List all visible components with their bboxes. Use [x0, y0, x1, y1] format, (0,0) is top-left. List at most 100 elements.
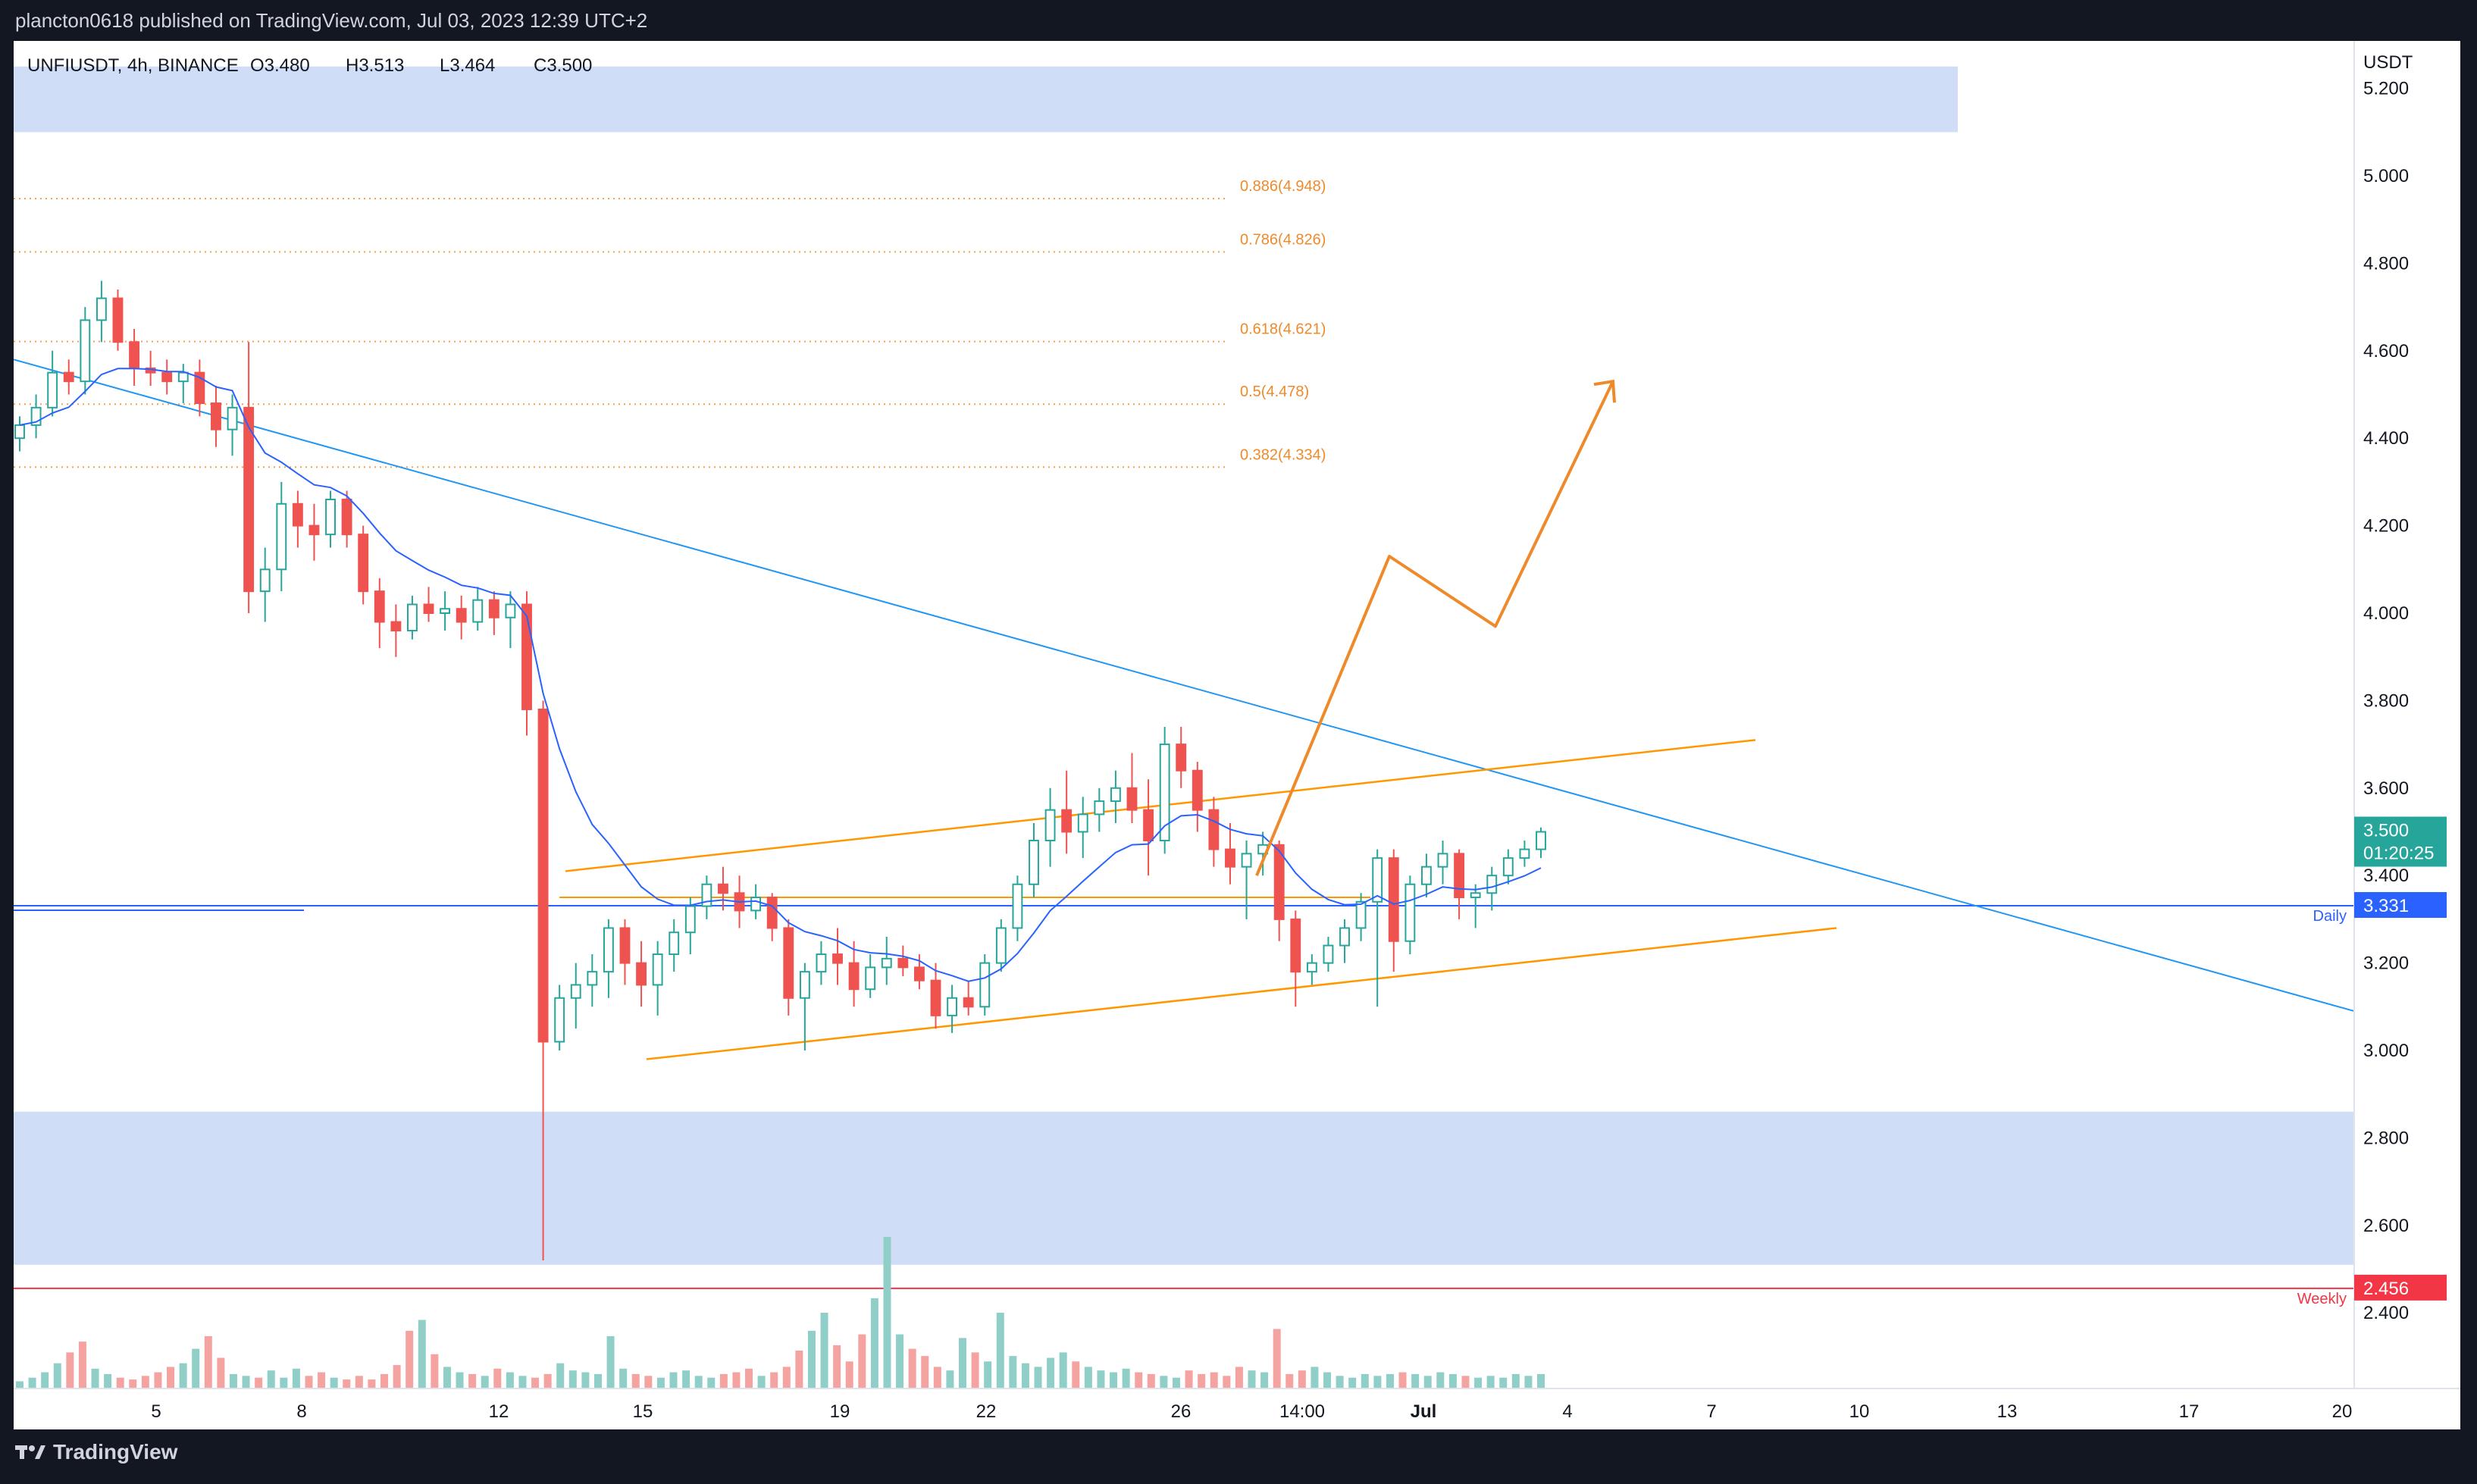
candle-body	[112, 297, 124, 343]
candle-body	[358, 534, 369, 593]
volume-bar	[78, 1342, 86, 1389]
candle-body	[1306, 962, 1317, 973]
volume-bar	[845, 1361, 853, 1389]
volume-bar	[493, 1368, 502, 1389]
candle-body	[1126, 787, 1138, 811]
candle-body	[1159, 744, 1170, 842]
volume-bar	[1110, 1372, 1118, 1389]
candle-body	[1502, 857, 1514, 877]
candle-body	[80, 319, 91, 383]
candle-body	[750, 897, 762, 912]
footer-bar: TradingView	[0, 1429, 2477, 1484]
volume-bar	[1323, 1372, 1332, 1389]
volume-bar	[1298, 1370, 1306, 1389]
volume-bar	[682, 1370, 690, 1389]
candle-body	[783, 927, 794, 999]
candle-body	[341, 498, 352, 536]
candle-body	[194, 371, 205, 405]
candle-body	[897, 957, 909, 969]
volume-bar	[996, 1313, 1004, 1389]
volume-bar	[971, 1352, 979, 1389]
volume-bar	[531, 1377, 540, 1389]
time-tick-label: 14:00	[1279, 1401, 1325, 1422]
volume-bar	[242, 1376, 250, 1389]
time-tick-label: 10	[1849, 1401, 1870, 1422]
candle-body	[129, 341, 139, 369]
volume-bar	[406, 1330, 414, 1389]
price-chart[interactable]: 0.886(4.948) 0.786(4.826) 0.618(4.621) 0.5(…	[14, 41, 2460, 1429]
candle-body	[570, 984, 581, 999]
volume-bar	[593, 1373, 602, 1389]
volume-bar	[757, 1376, 766, 1389]
volume-bar	[255, 1377, 263, 1389]
volume-bar	[468, 1373, 477, 1389]
volume-bar	[280, 1377, 288, 1389]
volume-bar	[984, 1361, 992, 1389]
volume-bar	[1260, 1372, 1269, 1389]
candle-body	[1339, 927, 1350, 947]
candle-body	[1519, 848, 1530, 859]
candle-body	[832, 953, 843, 964]
candle-body	[1077, 813, 1088, 833]
price-tick-label: 2.600	[2363, 1216, 2409, 1236]
fib-level-label: 0.786(4.826)	[1240, 231, 1326, 248]
volume-bar	[568, 1370, 577, 1389]
supply-demand-zone	[14, 1111, 2354, 1265]
candle-body	[587, 971, 598, 986]
ohlc-low: L3.464	[440, 55, 495, 76]
tradingview-logo[interactable]: TradingView	[15, 1440, 177, 1464]
volume-bar	[1198, 1373, 1206, 1389]
volume-bar	[556, 1363, 565, 1389]
volume-bar	[141, 1376, 149, 1389]
candle-body	[325, 498, 336, 536]
price-badge	[2354, 1274, 2447, 1301]
candle-body	[1355, 900, 1367, 929]
candle-body	[636, 962, 647, 986]
time-tick-label: 26	[1171, 1401, 1192, 1422]
volume-bar	[380, 1373, 389, 1389]
candle-body	[1208, 809, 1220, 850]
candle-body	[718, 883, 728, 894]
candle-body	[1012, 883, 1023, 929]
price-tick-label: 3.400	[2363, 866, 2409, 886]
price-tick-label: 4.600	[2363, 341, 2409, 362]
candle-body	[1176, 744, 1187, 772]
moving-average-layer	[19, 368, 1542, 982]
volume-bar	[217, 1357, 225, 1389]
volume-bar	[104, 1373, 112, 1389]
price-tick-label: 3.800	[2363, 690, 2409, 711]
price-axis-background	[2354, 41, 2460, 1429]
candle-body	[1273, 844, 1285, 920]
candle-body	[816, 953, 827, 973]
candle-body	[799, 971, 810, 999]
volume-bar	[1084, 1367, 1092, 1389]
volume-bar	[581, 1372, 590, 1389]
symbol-name: UNFIUSDT, 4h, BINANCE	[27, 55, 239, 76]
volume-bar	[921, 1356, 929, 1389]
volume-bar	[267, 1370, 275, 1389]
candle-body	[537, 708, 549, 1043]
volume-bar	[154, 1372, 162, 1389]
candle-body	[1388, 857, 1399, 942]
time-tick-label: 20	[2332, 1401, 2353, 1422]
volume-bar	[782, 1367, 791, 1389]
tradingview-brand: TradingView	[53, 1440, 178, 1464]
candles-layer	[14, 280, 1546, 1260]
candle-body	[423, 603, 434, 615]
volume-bar	[1059, 1352, 1067, 1389]
candle-body	[1110, 787, 1121, 803]
volume-bar	[1285, 1373, 1294, 1389]
volume-bar	[179, 1363, 187, 1389]
volume-bar	[732, 1372, 741, 1389]
time-tick-label: 5	[151, 1401, 161, 1422]
candle-body	[1437, 853, 1448, 868]
volume-bar	[1072, 1361, 1080, 1389]
volume-bar	[959, 1338, 967, 1389]
time-tick-label: 22	[976, 1401, 997, 1422]
volume-bar	[896, 1334, 904, 1389]
candle-body	[1290, 918, 1301, 973]
candle-body	[930, 979, 941, 1016]
chart-area[interactable]: 0.886(4.948) 0.786(4.826) 0.618(4.621) 0.5(…	[14, 41, 2460, 1429]
price-tick-label: 3.200	[2363, 953, 2409, 974]
candle-body	[30, 406, 42, 426]
